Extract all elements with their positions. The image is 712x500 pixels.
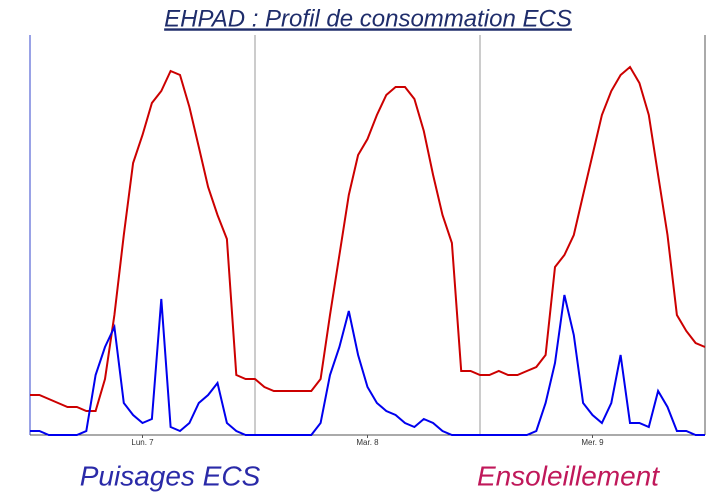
series-line (30, 65, 706, 412)
series-line (30, 294, 705, 436)
legend-label: Ensoleillement (477, 460, 660, 491)
x-tick-label: Mar. 8 (356, 438, 379, 447)
chart-title: EHPAD : Profil de consommation ECS (164, 5, 572, 32)
plot-area: Lun. 7 Mar. 8 Mer. 9 Ensoleillement Puisages… (29, 35, 706, 491)
x-tick-label: Lun. 7 (131, 438, 154, 447)
legend-label: Puisages ECS (80, 460, 261, 491)
x-tick-label: Mer. 9 (581, 438, 604, 447)
